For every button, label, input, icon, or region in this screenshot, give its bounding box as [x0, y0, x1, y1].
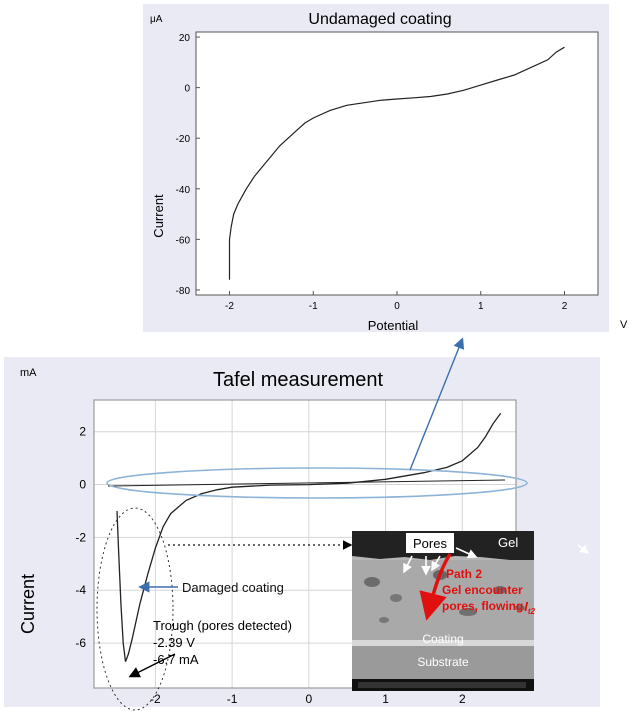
- path-label-line3: pores, flowing: [442, 599, 523, 613]
- top-x-tick-label: 2: [562, 301, 568, 312]
- inset-pore: [379, 617, 389, 623]
- bottom-x-tick-label: -1: [227, 692, 238, 706]
- inset-pore: [390, 594, 402, 602]
- bottom-x-tick-label: 0: [305, 692, 312, 706]
- top-y-tick-label: 0: [184, 84, 190, 95]
- top-y-tick-label: -40: [176, 185, 191, 196]
- top-y-tick-label: -80: [176, 286, 191, 297]
- bottom-chart-title: Tafel measurement: [213, 369, 384, 391]
- inset-info-bar-detail: [358, 682, 526, 688]
- top-y-unit: μA: [150, 14, 163, 25]
- top-y-axis-label: Current: [151, 194, 166, 238]
- damaged-coating-label: Damaged coating: [182, 580, 284, 595]
- pores-label: Pores: [413, 536, 447, 551]
- bottom-y-tick-label: 2: [79, 425, 86, 439]
- top-x-tick-label: 1: [478, 301, 484, 312]
- inset-pore: [364, 577, 380, 587]
- substrate-label: Substrate: [417, 655, 469, 669]
- bottom-y-axis-label: Current: [18, 574, 38, 634]
- sem-inset-image: Pores Gel Path 2 Gel encounter pores, fl…: [352, 531, 536, 691]
- trough-label-line1: Trough (pores detected): [153, 618, 292, 633]
- bottom-y-tick-label: -6: [75, 636, 86, 650]
- bottom-x-tick-label: 2: [459, 692, 466, 706]
- bottom-y-tick-label: 0: [79, 478, 86, 492]
- top-x-tick-label: -1: [309, 301, 318, 312]
- gel-label: Gel: [498, 535, 518, 550]
- bottom-x-tick-label: -2: [150, 692, 161, 706]
- bottom-y-unit: mA: [20, 367, 37, 379]
- top-y-tick-label: -60: [176, 235, 191, 246]
- trough-label-line2: -2.39 V: [153, 635, 195, 650]
- path-label-line1: Path 2: [446, 567, 482, 581]
- top-plot-area: [196, 32, 598, 295]
- top-x-tick-label: -2: [225, 301, 234, 312]
- top-x-unit: V: [620, 319, 628, 331]
- top-x-axis-label: Potential: [368, 318, 419, 333]
- top-y-tick-label: -20: [176, 134, 191, 145]
- trough-label-line3: -6.7 mA: [153, 652, 199, 667]
- bottom-y-tick-label: -2: [75, 530, 86, 544]
- path-label-line2: Gel encounter: [442, 583, 523, 597]
- top-x-tick-label: 0: [394, 301, 400, 312]
- bottom-y-tick-label: -4: [75, 583, 86, 597]
- top-chart-title: Undamaged coating: [308, 11, 451, 28]
- coating-label: Coating: [422, 632, 463, 646]
- bottom-x-tick-label: 1: [382, 692, 389, 706]
- top-y-tick-label: 20: [179, 33, 191, 44]
